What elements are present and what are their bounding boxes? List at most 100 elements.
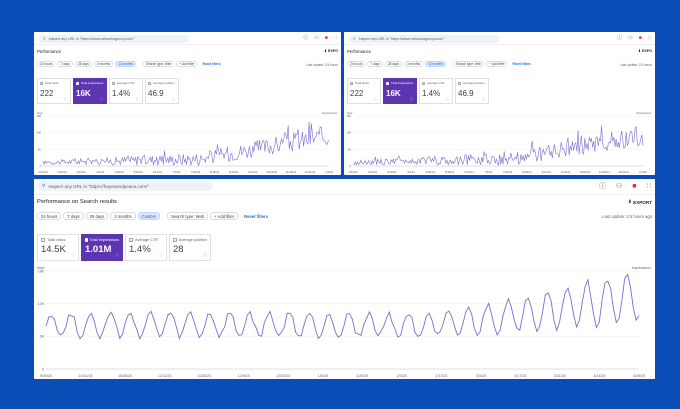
- export-button[interactable]: ⬇ EXPORT: [628, 199, 652, 205]
- date-filter-chip[interactable]: 24 hours: [37, 212, 62, 220]
- notifications-icon[interactable]: ■: [638, 34, 642, 41]
- x-tick-label: 7/3/24: [173, 170, 181, 174]
- metric-card[interactable]: Average position 28 ⓘ: [169, 234, 211, 261]
- apps-icon[interactable]: ∷: [333, 34, 337, 41]
- url-inspection-search[interactable]: ⚲ Inspect any URL in "https://www.networ…: [349, 35, 499, 43]
- date-filter-chip[interactable]: 12 months: [115, 61, 136, 67]
- metric-card[interactable]: Average CTR 1.4% ⓘ: [109, 78, 143, 104]
- metric-checkbox[interactable]: [458, 81, 461, 85]
- help-circle-icon[interactable]: ⓘ: [445, 97, 449, 101]
- metric-card[interactable]: Total impressions 1.01M ⓘ: [81, 234, 123, 261]
- apps-icon[interactable]: ∷: [647, 34, 651, 41]
- help-icon[interactable]: ⓘ: [599, 183, 607, 190]
- search-type-filter[interactable]: Search type: Web: [143, 61, 175, 67]
- help-circle-icon[interactable]: ⓘ: [481, 97, 485, 101]
- metric-label: Average position: [178, 238, 207, 242]
- y-tick-label: 12K: [38, 302, 45, 306]
- reset-filters-link[interactable]: Reset filters: [244, 213, 269, 219]
- metric-card[interactable]: Total clicks 222 ⓘ: [347, 78, 381, 104]
- x-tick-label: 4/14/25: [593, 374, 605, 378]
- metric-card[interactable]: Total clicks 14.5K ⓘ: [37, 234, 79, 261]
- metric-checkbox[interactable]: [76, 81, 79, 85]
- metric-checkbox[interactable]: [350, 81, 353, 85]
- search-type-filter[interactable]: Search type: Web: [166, 212, 209, 220]
- date-filter-chip[interactable]: 3 months: [403, 61, 424, 67]
- x-tick-label: 3/10/24: [76, 170, 86, 174]
- impressions-line: [42, 121, 330, 167]
- metric-checkbox[interactable]: [422, 81, 425, 85]
- metric-cards: Total clicks 222 ⓘ Total impressions 16K ⓘ Ave…: [347, 78, 491, 104]
- help-circle-icon[interactable]: ⓘ: [115, 253, 119, 257]
- add-filter-button[interactable]: + Add filter: [486, 61, 508, 67]
- help-icon[interactable]: ⓘ: [617, 35, 623, 41]
- help-circle-icon[interactable]: ⓘ: [203, 253, 207, 257]
- chart-svg: Impr. Impressions 18K 12K 6K 0 9/30/24 10/14/24…: [37, 266, 651, 378]
- metric-value: 1.01M: [85, 244, 112, 255]
- help-circle-icon[interactable]: ⓘ: [409, 97, 413, 101]
- x-tick-label: 1/23/24: [348, 170, 358, 174]
- x-tick-label: 3/17/25: [514, 374, 526, 378]
- date-filter-chip[interactable]: 12 months: [425, 61, 446, 67]
- y-tick-label: 0: [39, 164, 41, 168]
- x-tick-label: 7/26/24: [503, 170, 513, 174]
- metric-checkbox[interactable]: [173, 238, 177, 242]
- y-tick-label: 18K: [38, 269, 45, 273]
- account-icon[interactable]: ⚇: [628, 34, 633, 41]
- account-icon[interactable]: ⚇: [616, 183, 623, 190]
- metric-checkbox[interactable]: [40, 81, 43, 85]
- reset-filters-link[interactable]: Reset filters: [202, 62, 221, 66]
- help-icon[interactable]: ⓘ: [303, 35, 309, 41]
- metric-card[interactable]: Total impressions 16K ⓘ: [73, 78, 107, 104]
- date-filter-chip[interactable]: 28 days: [85, 212, 109, 220]
- date-filter-chip[interactable]: 28 days: [74, 61, 92, 67]
- metric-checkbox[interactable]: [148, 81, 151, 85]
- metric-value: 1.4%: [422, 89, 441, 98]
- metric-card[interactable]: Average CTR 1.4% ⓘ: [125, 234, 167, 261]
- url-inspection-search[interactable]: ⚲ Inspect any URL in "https://www.networ…: [39, 35, 189, 43]
- metric-checkbox[interactable]: [129, 238, 133, 242]
- metric-card[interactable]: Total clicks 222 ⓘ: [37, 78, 71, 104]
- metric-card[interactable]: Average position 46.9 ⓘ: [455, 78, 489, 104]
- metric-card[interactable]: Average CTR 1.4% ⓘ: [419, 78, 453, 104]
- help-circle-icon[interactable]: ⓘ: [159, 253, 163, 257]
- metric-checkbox[interactable]: [112, 81, 115, 85]
- metric-card[interactable]: Average position 46.9 ⓘ: [145, 78, 179, 104]
- help-circle-icon[interactable]: ⓘ: [99, 97, 103, 101]
- help-circle-icon[interactable]: ⓘ: [135, 97, 139, 101]
- export-button[interactable]: ⬇ EXPO: [324, 49, 338, 53]
- x-tick-label: 9/10/24: [542, 170, 552, 174]
- metric-checkbox[interactable]: [386, 81, 389, 85]
- notifications-icon[interactable]: ■: [632, 182, 637, 190]
- notifications-icon[interactable]: ■: [324, 34, 328, 41]
- date-filter-chip[interactable]: Custom: [137, 212, 160, 220]
- search-type-filter[interactable]: Search type: Web: [453, 61, 485, 67]
- x-tick-label: 10/14/24: [79, 374, 93, 378]
- y-tick-label: 0: [42, 367, 44, 371]
- add-filter-button[interactable]: + Add filter: [176, 61, 198, 67]
- export-button[interactable]: ⬇ EXPO: [638, 49, 652, 53]
- date-filter-chip[interactable]: 7 days: [367, 61, 383, 67]
- date-filter-chip[interactable]: 3 months: [110, 212, 136, 220]
- help-circle-icon[interactable]: ⓘ: [63, 97, 67, 101]
- metric-label-row: Average CTR: [129, 238, 163, 242]
- account-icon[interactable]: ⚇: [314, 34, 319, 41]
- date-filter-chip[interactable]: 3 months: [93, 61, 114, 67]
- download-icon: ⬇: [637, 49, 642, 53]
- x-tick-label: 10/28/24: [118, 374, 132, 378]
- date-filter-chip[interactable]: 7 days: [63, 212, 84, 220]
- help-circle-icon[interactable]: ⓘ: [373, 97, 377, 101]
- date-filter-chip[interactable]: 24 hours: [347, 61, 366, 67]
- metric-checkbox[interactable]: [41, 238, 45, 242]
- help-circle-icon[interactable]: ⓘ: [71, 253, 75, 257]
- date-filter-chip[interactable]: 24 hours: [37, 61, 56, 67]
- url-inspection-search[interactable]: ⚲ Inspect any URL in "https://hayesandpe…: [37, 181, 213, 191]
- help-circle-icon[interactable]: ⓘ: [171, 97, 175, 101]
- reset-filters-link[interactable]: Reset filters: [512, 62, 531, 66]
- add-filter-button[interactable]: + Add filter: [210, 212, 239, 220]
- metric-checkbox[interactable]: [85, 238, 88, 242]
- metric-label: Total clicks: [45, 81, 59, 85]
- apps-icon[interactable]: ∷: [646, 183, 651, 190]
- date-filter-chip[interactable]: 7 days: [57, 61, 73, 67]
- date-filter-chip[interactable]: 28 days: [384, 61, 402, 67]
- metric-card[interactable]: Total impressions 16K ⓘ: [383, 78, 417, 104]
